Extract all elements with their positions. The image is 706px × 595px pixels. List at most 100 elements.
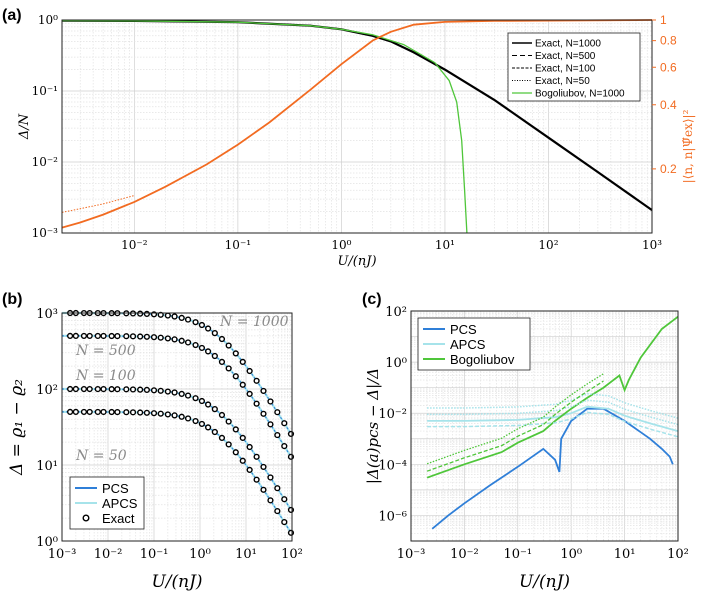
exact-marker-n500 — [232, 373, 239, 380]
exact-marker-n1000 — [198, 321, 206, 329]
exact-marker-n50 — [100, 408, 107, 416]
exact-marker-n50 — [157, 410, 164, 417]
b-ytick-label: 10² — [36, 383, 58, 398]
overlap-n50-line — [61, 195, 135, 213]
exact-marker-n1000 — [205, 325, 212, 332]
axes-frame-a — [61, 19, 653, 234]
exact-marker-n100 — [225, 418, 232, 425]
exact-marker-n500 — [274, 431, 281, 439]
exact-marker-n100 — [211, 406, 218, 413]
exact-marker-n100 — [218, 411, 226, 419]
exact-marker-n500 — [164, 335, 171, 342]
n-annotation: N = 500 — [75, 343, 136, 359]
b-ytick-label: 10¹ — [36, 459, 58, 474]
bogoliubov-line — [426, 315, 679, 479]
legend-entry-a: Exact, N=1000 — [535, 39, 601, 50]
b-xtick-label: 10⁰ — [189, 547, 211, 562]
exact-marker-n100 — [129, 386, 137, 393]
b-xtick-label: 10⁻² — [94, 547, 123, 562]
exact-marker-n100 — [192, 395, 199, 402]
exact-marker-n100 — [164, 388, 171, 395]
legend-entry-a: Bogoliubov, N=1000 — [535, 89, 625, 100]
exact-marker-n1000 — [184, 316, 192, 323]
exact-marker-n100 — [246, 443, 253, 451]
exact-marker-n500 — [211, 352, 218, 360]
panel-label-b: (b) — [2, 291, 22, 308]
exact-marker-n500 — [123, 333, 130, 340]
exact-marker-n500 — [198, 344, 206, 352]
exact-marker-n100 — [80, 385, 88, 393]
a-ytick-label: 10⁻³ — [32, 226, 59, 240]
exact-marker-n100 — [184, 392, 192, 399]
exact-marker-n50 — [267, 497, 274, 504]
bogoliubov-variant-line — [426, 373, 604, 465]
exact-marker-n500 — [267, 421, 274, 428]
legend-entry-a: Exact, N=100 — [535, 64, 596, 75]
exact-marker-n500 — [143, 333, 150, 340]
apcs-variant-line — [427, 411, 679, 438]
exact-marker-n50 — [232, 449, 239, 456]
a-right-tick-label: 1 — [660, 13, 667, 27]
b-xtick-label: 10¹ — [235, 547, 257, 562]
exact-marker-n500 — [171, 336, 178, 343]
a-ytick-label: 10⁻² — [32, 155, 59, 169]
exact-marker-n50 — [171, 412, 178, 419]
exact-marker-n1000 — [287, 430, 295, 438]
exact-marker-n1000 — [239, 358, 246, 366]
apcs-variant-line — [427, 399, 679, 426]
panel-b: 10⁻³ 10⁻² 10⁻¹ 10⁰ 10¹ 10² 10³ 10² 10¹ 10⁰ U/(nJ) Δ… — [2, 291, 303, 592]
exact-marker-n100 — [198, 397, 206, 405]
exact-marker-n50 — [205, 424, 212, 431]
exact-marker-n500 — [287, 453, 295, 460]
exact-marker-n50 — [274, 507, 281, 515]
c-xlabel: U/(nJ) — [519, 572, 570, 592]
exact-marker-n1000 — [211, 330, 218, 337]
a-ylabel: Δ/N — [17, 113, 32, 140]
exact-marker-n50 — [143, 409, 150, 416]
exact-marker-n50 — [94, 408, 101, 416]
exact-marker-n50 — [192, 417, 199, 425]
exact-marker-n50 — [123, 409, 130, 416]
exact-marker-n500 — [178, 337, 185, 344]
exact-marker-n100 — [287, 506, 295, 514]
exact-marker-n100 — [108, 386, 115, 393]
a-xtick-label: 10¹ — [435, 238, 455, 252]
a-ytick-label: 10⁰ — [38, 13, 58, 27]
c-ytick-label: 10⁻⁶ — [378, 509, 407, 524]
c-xtick-label: 10⁻² — [450, 547, 479, 562]
exact-marker-n50 — [260, 486, 267, 493]
a-xtick-label: 10⁰ — [331, 238, 351, 252]
c-xtick-label: 10² — [667, 547, 689, 562]
c-ytick-label: 10² — [385, 305, 407, 320]
exact-marker-n500 — [114, 332, 121, 340]
b-ytick-label: 10⁰ — [36, 535, 58, 550]
exact-marker-n100 — [94, 385, 101, 393]
a-xtick-label: 10³ — [642, 238, 662, 252]
exact-marker-n100 — [260, 463, 267, 471]
exact-marker-n50 — [287, 529, 295, 536]
exact-marker-n500 — [86, 332, 93, 340]
exact-marker-n500 — [239, 381, 246, 388]
c-ytick-label: 10⁰ — [385, 356, 407, 371]
exact-marker-n1000 — [143, 310, 150, 318]
exact-marker-n500 — [137, 333, 144, 340]
b-ytick-label: 10³ — [36, 307, 58, 322]
b-ylabel: Δ = ϱ₁ − ϱ₂ — [7, 379, 27, 476]
exact-marker-n500 — [253, 400, 260, 407]
c-xtick-label: 10⁰ — [560, 547, 582, 562]
a-ylabel-right: |⟨n, n|Ψ̃ex⟩|² — [681, 109, 695, 183]
b-xtick-label: 10⁻¹ — [140, 547, 169, 562]
b-xtick-label: 10² — [281, 547, 303, 562]
legend-entry-b: APCS — [102, 496, 138, 511]
n-annotation: N = 1000 — [219, 314, 289, 330]
exact-marker-n1000 — [281, 420, 288, 427]
n-annotation: N = 50 — [75, 448, 127, 464]
exact-marker-n50 — [184, 415, 192, 422]
exact-marker-n500 — [192, 341, 199, 349]
exact-marker-n500 — [80, 332, 88, 340]
exact-marker-n50 — [225, 441, 232, 448]
pcs-line — [431, 407, 674, 530]
exact-marker-n50 — [72, 408, 79, 416]
exact-marker-n1000 — [260, 387, 267, 395]
exact-marker-n100 — [114, 386, 121, 393]
